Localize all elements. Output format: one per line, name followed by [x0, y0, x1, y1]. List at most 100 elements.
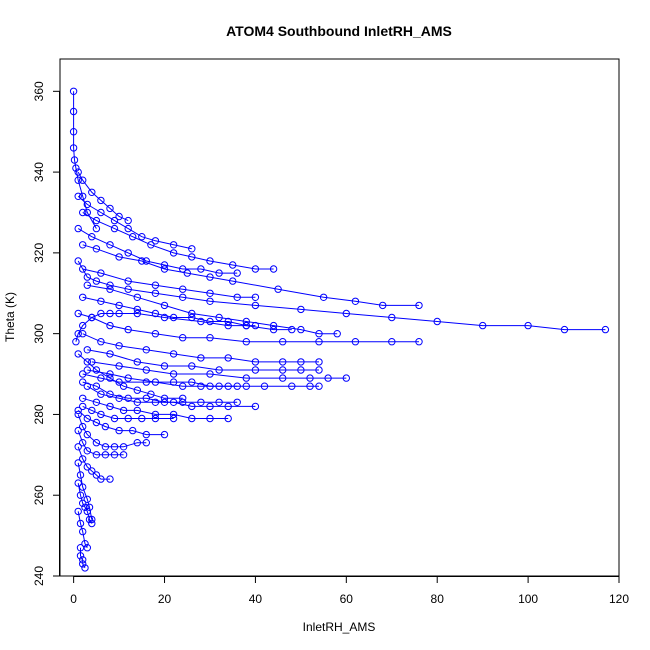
series-29 [79, 265, 260, 301]
data-point [160, 430, 169, 439]
data-point [115, 342, 123, 350]
data-point [224, 382, 232, 390]
data-point [215, 366, 223, 374]
data-point [129, 233, 137, 241]
data-point [97, 338, 105, 346]
data-point [83, 366, 92, 374]
series-line [77, 353, 183, 399]
data-point [224, 321, 232, 330]
series-3 [79, 241, 423, 310]
data-point [224, 354, 232, 362]
data-point [133, 406, 142, 415]
series-24 [74, 224, 241, 277]
data-point [92, 439, 101, 447]
data-point [169, 350, 178, 358]
series-12 [83, 382, 260, 411]
data-point [142, 257, 151, 265]
data-point [115, 309, 123, 318]
data-point [319, 293, 328, 301]
data-point [433, 317, 441, 326]
data-point [269, 321, 278, 330]
data-point [142, 394, 151, 402]
data-point [79, 422, 87, 431]
data-point [197, 354, 205, 362]
data-point [76, 491, 85, 499]
series-line [91, 361, 347, 379]
data-point [151, 281, 160, 289]
data-point [179, 382, 187, 390]
data-point [169, 414, 178, 423]
data-point [379, 301, 387, 310]
data-point [97, 297, 105, 305]
data-point [206, 382, 214, 390]
series-line [87, 284, 338, 335]
x-axis-label: InletRH_AMS [303, 620, 376, 634]
data-point [79, 321, 87, 330]
series-line [77, 260, 606, 331]
data-point [124, 325, 132, 334]
data-point [601, 325, 610, 334]
x-tick-label: 60 [340, 592, 354, 606]
data-point [306, 374, 314, 382]
data-point [351, 338, 360, 346]
data-point [74, 330, 82, 338]
data-point [106, 374, 114, 382]
data-point [169, 241, 178, 249]
data-point [142, 378, 151, 386]
data-point [79, 293, 87, 301]
series-28 [79, 293, 260, 330]
data-point [79, 402, 87, 411]
series-line [78, 313, 419, 343]
data-point [151, 309, 160, 318]
series-11 [79, 378, 241, 406]
series-line [77, 195, 192, 250]
data-point [79, 527, 87, 536]
data-point [315, 338, 323, 346]
data-point [101, 443, 110, 451]
data-point [133, 439, 142, 447]
data-point [97, 208, 105, 217]
data-point [124, 374, 132, 382]
data-point [306, 382, 314, 390]
data-point [297, 305, 305, 314]
data-point [224, 317, 232, 326]
series-15 [74, 406, 169, 439]
data-point [183, 269, 192, 277]
data-point [388, 313, 396, 322]
data-point [79, 330, 87, 338]
y-tick-label: 300 [32, 323, 46, 343]
data-point [92, 216, 101, 225]
data-point [97, 410, 105, 419]
data-point [197, 398, 205, 406]
data-point [115, 212, 123, 221]
plot-frame [59, 58, 620, 577]
data-point [169, 378, 178, 386]
data-point [74, 443, 82, 451]
data-point [97, 309, 105, 318]
series-17 [74, 426, 128, 459]
data-point [133, 386, 142, 394]
y-tick-label: 340 [32, 162, 46, 182]
series-4 [83, 281, 341, 338]
data-point [110, 414, 119, 423]
data-point [415, 338, 423, 346]
data-point [206, 370, 214, 378]
data-point [97, 475, 105, 483]
data-point [160, 313, 169, 322]
data-point [97, 196, 105, 205]
y-axis: 240 260 280 300 320 340 360 [32, 81, 60, 586]
data-point [74, 479, 82, 487]
data-point [224, 402, 232, 411]
data-point [83, 507, 92, 516]
series-line [77, 446, 110, 480]
data-point [169, 398, 178, 406]
data-point [74, 168, 82, 176]
data-point [279, 358, 287, 366]
data-point [101, 422, 110, 431]
data-point [233, 398, 241, 406]
data-point [415, 301, 423, 310]
series-20 [74, 479, 96, 528]
data-point [133, 309, 142, 318]
series-21 [74, 507, 92, 552]
data-point [179, 265, 187, 273]
